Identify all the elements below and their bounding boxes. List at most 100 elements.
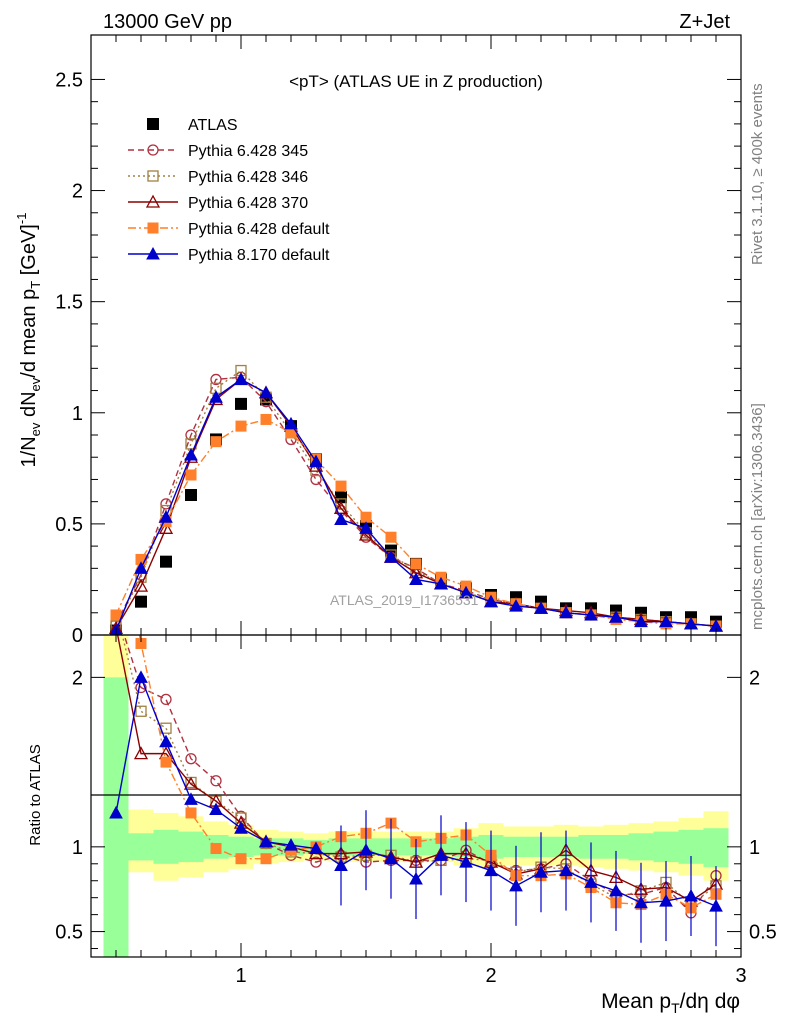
legend: ATLAS Pythia 6.428 345 Pythia 6.428 346 Pyt… <box>128 117 330 264</box>
main-ylabel: 1/Nev dNev/d mean pT [GeV]-1 <box>14 213 43 468</box>
point-p6def <box>410 558 422 570</box>
point-p8def <box>334 512 348 525</box>
point-p8def <box>434 576 448 590</box>
tick-label: 0 <box>72 625 83 647</box>
main-series <box>108 364 724 635</box>
green-band-bin <box>603 834 629 859</box>
legend-label-p6def: Pythia 6.428 default <box>188 221 330 238</box>
legend-marker-p370 <box>145 194 161 208</box>
point-p8def <box>309 454 323 468</box>
point-p6def <box>260 853 272 865</box>
point-p8def <box>584 607 598 621</box>
point-p6def <box>210 436 222 448</box>
tick-label: 0.5 <box>749 922 777 944</box>
point-p8def <box>384 550 398 563</box>
point-p345 <box>160 693 172 706</box>
point-ATLAS <box>135 595 147 608</box>
point-p8def <box>634 895 648 909</box>
point-p8def <box>259 834 273 848</box>
green-band-bin <box>628 833 654 861</box>
point-p8def <box>534 865 548 878</box>
tick-label: 3 <box>735 965 746 987</box>
point-p6def <box>210 843 222 855</box>
point-p6def <box>335 480 347 492</box>
legend-label-p370: Pythia 6.428 370 <box>188 195 308 212</box>
point-p370 <box>158 520 174 534</box>
tick-label: 2 <box>749 667 760 689</box>
series-line-p370 <box>115 378 717 629</box>
point-p8def <box>559 863 573 877</box>
legend-label-p346: Pythia 6.428 346 <box>188 169 308 186</box>
point-p8def <box>184 447 198 461</box>
point-p8def <box>334 858 348 871</box>
point-p8def <box>259 385 273 399</box>
green-band-bin <box>653 831 679 863</box>
point-p6def <box>235 853 247 865</box>
point-p8def <box>109 805 123 819</box>
point-p8def <box>459 585 473 599</box>
main-title: <pT> (ATLAS UE in Z production) <box>289 72 543 91</box>
point-p6def <box>235 420 247 432</box>
point-p346 <box>135 705 147 717</box>
point-p8def <box>709 899 723 912</box>
point-p345 <box>310 856 322 868</box>
green-band-bin <box>178 831 204 863</box>
point-p8def <box>234 821 248 834</box>
point-ATLAS <box>160 555 172 568</box>
point-p345 <box>210 775 222 787</box>
legend-marker-p6def <box>147 222 159 234</box>
tick-label: 1 <box>72 403 83 425</box>
point-p370 <box>358 527 374 541</box>
point-p8def <box>409 572 423 585</box>
tick-label: 2.5 <box>55 69 83 91</box>
x-axis-label: Mean pT/dη dφ <box>601 990 740 1016</box>
point-p8def <box>534 601 548 614</box>
point-p6def <box>185 469 197 481</box>
point-p8def <box>559 605 573 619</box>
point-ATLAS <box>185 489 197 501</box>
point-p8def <box>484 594 498 608</box>
point-p345 <box>210 373 222 386</box>
legend-marker-p8def <box>146 246 160 260</box>
tick-label: 0.5 <box>55 514 83 536</box>
svg-text:1/Nev dNev/d mean pT [GeV]-1: 1/Nev dNev/d mean pT [GeV]-1 <box>14 213 43 468</box>
green-band-bin <box>153 829 179 864</box>
process-label: Z+Jet <box>679 11 730 33</box>
point-p8def <box>309 841 323 855</box>
point-p8def <box>684 888 698 902</box>
point-p8def <box>209 802 223 816</box>
point-p8def <box>159 510 173 523</box>
tick-label: 1 <box>235 965 246 987</box>
legend-marker-ATLAS <box>147 118 159 130</box>
rivet-label: Rivet 3.1.10, ≥ 400k events <box>749 83 766 265</box>
legend-marker-p346 <box>147 170 159 182</box>
tick-label: 1.5 <box>55 292 83 314</box>
series-line-p346 <box>115 369 717 627</box>
point-p8def <box>134 670 148 683</box>
point-p8def <box>284 416 298 430</box>
energy-label: 13000 GeV pp <box>103 11 232 33</box>
point-p8def <box>434 848 448 861</box>
point-p8def <box>384 851 398 865</box>
green-band-bin <box>703 828 729 868</box>
ratio-series <box>109 635 724 947</box>
tick-label: 1 <box>749 837 760 859</box>
point-p6def <box>160 756 172 768</box>
point-p8def <box>509 599 523 612</box>
title-main: <pT> (ATLAS UE in Z production) <box>289 72 543 91</box>
point-p345 <box>310 473 322 486</box>
point-p8def <box>659 614 673 628</box>
point-p370 <box>133 578 149 592</box>
legend-label-p8def: Pythia 8.170 default <box>188 247 330 264</box>
point-p345 <box>185 429 197 441</box>
point-p8def <box>509 878 523 892</box>
point-p8def <box>284 838 298 851</box>
ratio-ylabel: Ratio to ATLAS <box>27 744 44 845</box>
axis-ticks: 00.511.522.51 2 30.5 0.51 12 2 <box>55 35 777 987</box>
tick-label: 2 <box>72 181 83 203</box>
point-p6def <box>385 531 397 543</box>
point-p370 <box>133 746 149 760</box>
point-p8def <box>634 614 648 628</box>
point-p8def <box>159 734 173 748</box>
